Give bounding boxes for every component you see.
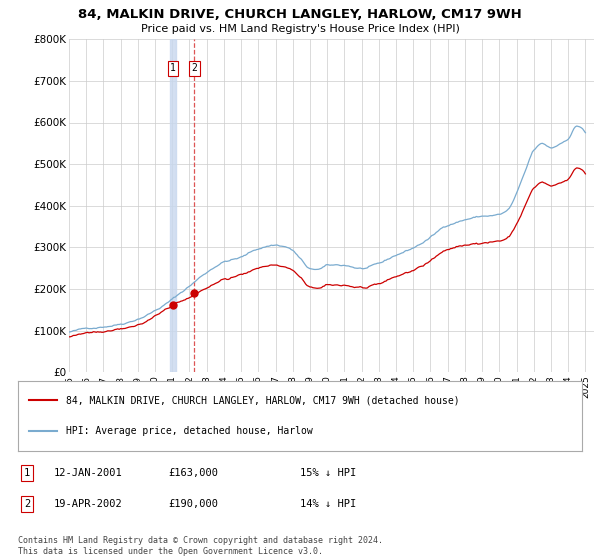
Text: £163,000: £163,000 bbox=[168, 468, 218, 478]
Text: 19-APR-2002: 19-APR-2002 bbox=[54, 499, 123, 509]
Point bbox=[168, 300, 178, 309]
Text: HPI: Average price, detached house, Harlow: HPI: Average price, detached house, Harl… bbox=[66, 426, 313, 436]
Text: Contains HM Land Registry data © Crown copyright and database right 2024.
This d: Contains HM Land Registry data © Crown c… bbox=[18, 536, 383, 556]
Point bbox=[190, 289, 199, 298]
Text: 84, MALKIN DRIVE, CHURCH LANGLEY, HARLOW, CM17 9WH (detached house): 84, MALKIN DRIVE, CHURCH LANGLEY, HARLOW… bbox=[66, 395, 460, 405]
Text: £190,000: £190,000 bbox=[168, 499, 218, 509]
Text: 1: 1 bbox=[24, 468, 30, 478]
Text: 2: 2 bbox=[191, 63, 197, 73]
Text: 12-JAN-2001: 12-JAN-2001 bbox=[54, 468, 123, 478]
Text: 2: 2 bbox=[24, 499, 30, 509]
Text: Price paid vs. HM Land Registry's House Price Index (HPI): Price paid vs. HM Land Registry's House … bbox=[140, 24, 460, 34]
Text: 15% ↓ HPI: 15% ↓ HPI bbox=[300, 468, 356, 478]
Text: 14% ↓ HPI: 14% ↓ HPI bbox=[300, 499, 356, 509]
Text: 1: 1 bbox=[170, 63, 176, 73]
Text: 84, MALKIN DRIVE, CHURCH LANGLEY, HARLOW, CM17 9WH: 84, MALKIN DRIVE, CHURCH LANGLEY, HARLOW… bbox=[78, 8, 522, 21]
Bar bbox=[170, 39, 176, 372]
